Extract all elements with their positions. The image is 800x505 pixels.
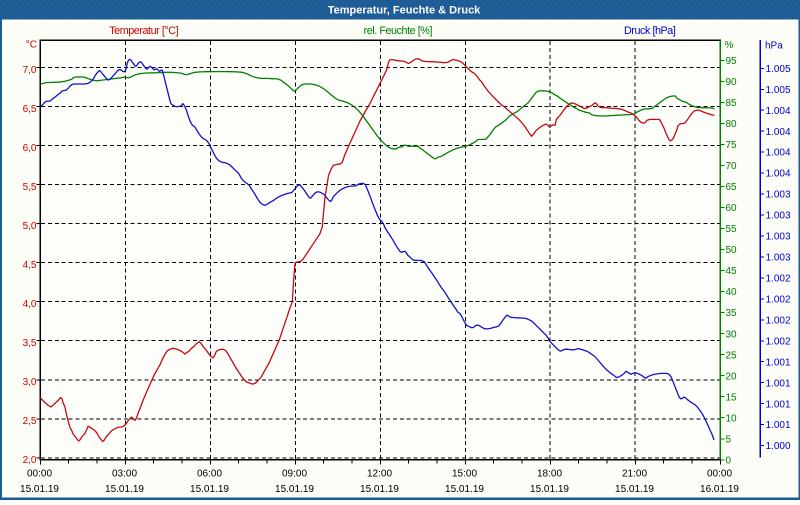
svg-text:Druck [hPa]: Druck [hPa] — [624, 25, 676, 37]
svg-text:60: 60 — [726, 203, 738, 214]
svg-text:1.002: 1.002 — [766, 336, 791, 347]
svg-text:1.005: 1.005 — [766, 85, 791, 96]
svg-text:5,0: 5,0 — [23, 221, 37, 232]
svg-text:21:00: 21:00 — [622, 469, 647, 480]
svg-text:Temperatur [°C]: Temperatur [°C] — [109, 25, 178, 37]
svg-text:85: 85 — [726, 98, 738, 109]
svg-text:30: 30 — [726, 329, 738, 340]
svg-text:0: 0 — [726, 455, 732, 466]
svg-text:65: 65 — [726, 182, 738, 193]
svg-text:00:00: 00:00 — [707, 469, 732, 480]
svg-text:35: 35 — [726, 308, 738, 319]
svg-text:4,5: 4,5 — [23, 260, 37, 271]
svg-text:95: 95 — [726, 56, 738, 67]
svg-text:1.001: 1.001 — [766, 378, 791, 389]
svg-text:15.01.19: 15.01.19 — [445, 484, 484, 495]
svg-text:3,5: 3,5 — [23, 338, 37, 349]
svg-text:15.01.19: 15.01.19 — [360, 484, 399, 495]
svg-text:09:00: 09:00 — [282, 469, 307, 480]
svg-text:hPa: hPa — [765, 41, 783, 52]
svg-text:15.01.19: 15.01.19 — [190, 484, 229, 495]
svg-text:50: 50 — [726, 245, 738, 256]
svg-text:40: 40 — [726, 287, 738, 298]
svg-text:55: 55 — [726, 224, 738, 235]
svg-text:1.001: 1.001 — [766, 357, 791, 368]
svg-text:1.004: 1.004 — [766, 127, 791, 138]
svg-text:16.01.19: 16.01.19 — [700, 484, 739, 495]
svg-text:Temperatur, Feuchte & Druck: Temperatur, Feuchte & Druck — [328, 5, 481, 17]
svg-text:70: 70 — [726, 161, 738, 172]
svg-text:1.004: 1.004 — [766, 148, 791, 159]
svg-text:°C: °C — [26, 40, 37, 51]
svg-text:00:00: 00:00 — [27, 469, 52, 480]
svg-text:1.004: 1.004 — [766, 169, 791, 180]
svg-text:3,0: 3,0 — [23, 377, 37, 388]
svg-text:1.003: 1.003 — [766, 232, 791, 243]
svg-text:75: 75 — [726, 140, 738, 151]
svg-text:15:00: 15:00 — [452, 469, 477, 480]
svg-text:1.002: 1.002 — [766, 274, 791, 285]
svg-text:15.01.19: 15.01.19 — [105, 484, 144, 495]
svg-text:45: 45 — [726, 266, 738, 277]
svg-text:1.004: 1.004 — [766, 106, 791, 117]
svg-text:6,0: 6,0 — [23, 143, 37, 154]
svg-text:06:00: 06:00 — [197, 469, 222, 480]
svg-text:6,5: 6,5 — [23, 104, 37, 115]
svg-text:5: 5 — [726, 434, 732, 445]
svg-text:4,0: 4,0 — [23, 299, 37, 310]
svg-text:12:00: 12:00 — [367, 469, 392, 480]
svg-text:%: % — [725, 40, 734, 51]
svg-text:90: 90 — [726, 77, 738, 88]
svg-text:1.005: 1.005 — [766, 64, 791, 75]
svg-text:80: 80 — [726, 119, 738, 130]
svg-text:18:00: 18:00 — [537, 469, 562, 480]
svg-text:1.003: 1.003 — [766, 211, 791, 222]
svg-text:15.01.19: 15.01.19 — [20, 484, 59, 495]
svg-text:15: 15 — [726, 392, 738, 403]
svg-text:1.000: 1.000 — [766, 441, 791, 452]
svg-text:2,5: 2,5 — [23, 416, 37, 427]
svg-text:1.003: 1.003 — [766, 253, 791, 264]
svg-text:1.002: 1.002 — [766, 315, 791, 326]
svg-text:10: 10 — [726, 413, 738, 424]
svg-text:15.01.19: 15.01.19 — [530, 484, 569, 495]
svg-text:03:00: 03:00 — [112, 469, 137, 480]
svg-text:20: 20 — [726, 371, 738, 382]
svg-text:25: 25 — [726, 350, 738, 361]
svg-text:2,0: 2,0 — [23, 455, 37, 466]
svg-text:15.01.19: 15.01.19 — [275, 484, 314, 495]
svg-text:rel. Feuchte [%]: rel. Feuchte [%] — [364, 25, 433, 37]
svg-text:15.01.19: 15.01.19 — [615, 484, 654, 495]
svg-text:7,0: 7,0 — [23, 65, 37, 76]
svg-text:1.001: 1.001 — [766, 399, 791, 410]
svg-text:1.001: 1.001 — [766, 420, 791, 431]
svg-text:5,5: 5,5 — [23, 182, 37, 193]
svg-text:1.003: 1.003 — [766, 190, 791, 201]
svg-text:1.002: 1.002 — [766, 295, 791, 306]
